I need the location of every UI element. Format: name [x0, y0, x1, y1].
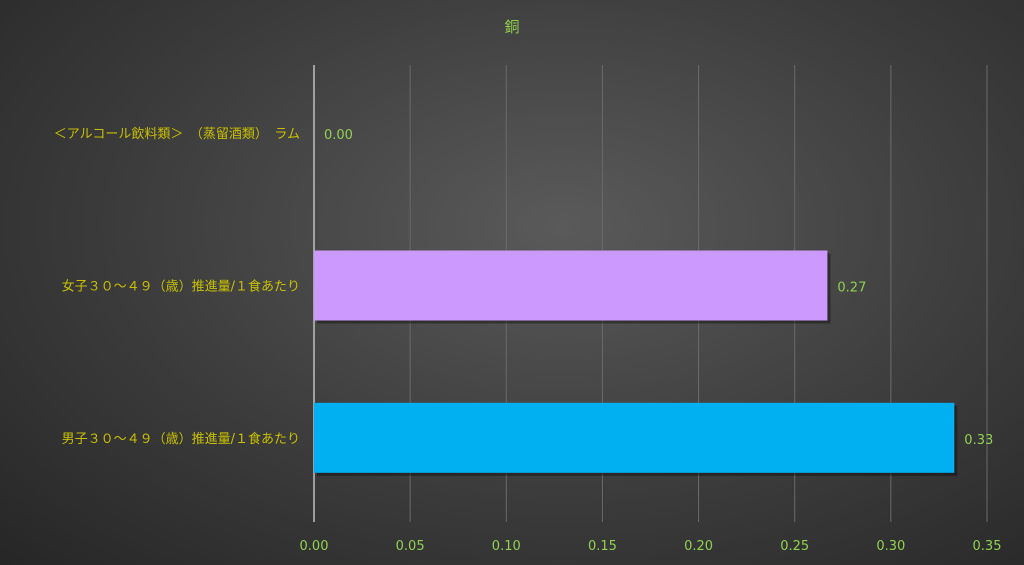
category-label: 男子３０～４９（歳）推進量/１食あたり	[62, 431, 300, 447]
data-label: 0.33	[964, 433, 993, 448]
bar	[314, 250, 828, 321]
x-tick-label: 0.10	[492, 539, 521, 554]
bar	[314, 402, 955, 473]
data-label: 0.00	[324, 128, 353, 143]
x-tick-label: 0.25	[780, 539, 809, 554]
x-tick-label: 0.30	[876, 539, 905, 554]
category-label: 女子３０～４９（歳）推進量/１食あたり	[62, 279, 300, 295]
category-label: ＜アルコール飲料類＞ （蒸留酒類） ラム	[54, 126, 300, 142]
x-tick-label: 0.15	[588, 539, 617, 554]
x-tick-label: 0.20	[684, 539, 713, 554]
x-tick-label: 0.05	[396, 539, 425, 554]
x-tick-label: 0.35	[973, 539, 1002, 554]
chart-title: 銅	[504, 18, 519, 36]
x-tick-label: 0.00	[300, 539, 329, 554]
data-label: 0.27	[837, 281, 866, 296]
